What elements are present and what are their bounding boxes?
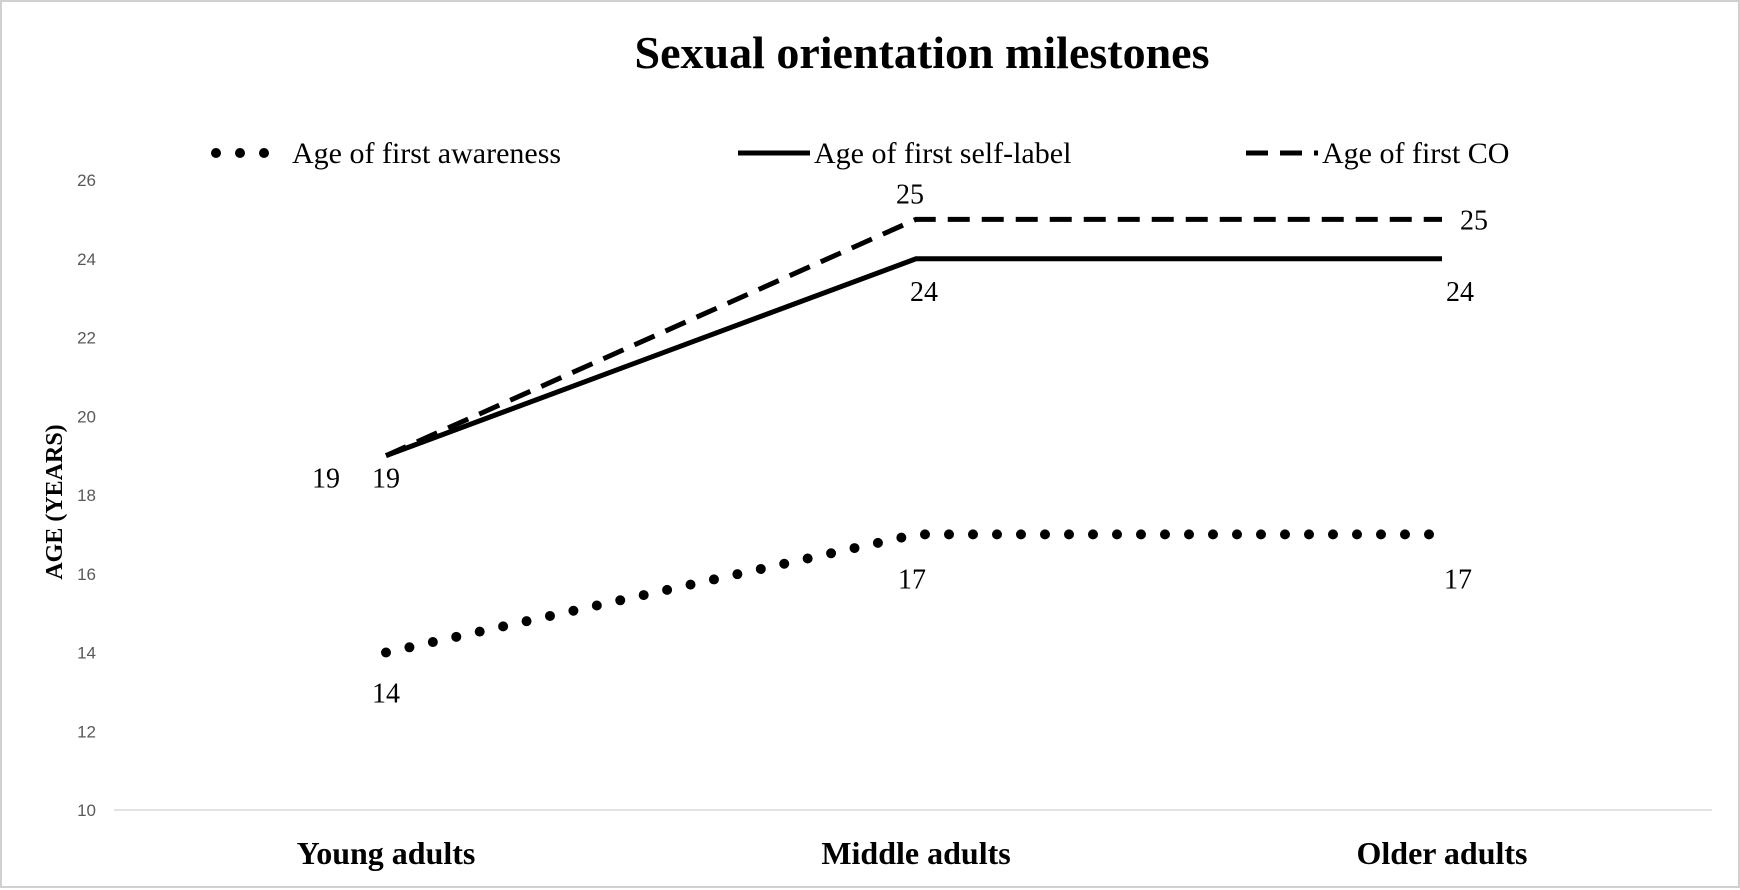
y-tick-label: 26 [77, 171, 96, 190]
data-label-age-of-first-awareness: 17 [1444, 564, 1472, 595]
legend-label: Age of first self-label [814, 137, 1071, 170]
x-tick-label: Young adults [297, 835, 476, 871]
y-tick-label: 14 [77, 644, 96, 663]
data-label-age-of-first-co: 25 [1460, 205, 1488, 236]
series-lines [381, 216, 1447, 658]
data-label-age-of-first-self-label: 19 [312, 464, 340, 495]
y-axis-label: AGE (YEARS) [42, 424, 68, 579]
data-label-age-of-first-co: 25 [896, 179, 924, 210]
y-tick-labels: 10 12 14 16 18 20 22 24 26 [77, 171, 96, 820]
y-tick-label: 24 [77, 250, 96, 269]
y-tick-label: 12 [77, 722, 96, 741]
y-tick-label: 16 [77, 565, 96, 584]
data-label-age-of-first-self-label: 24 [910, 277, 938, 308]
data-labels: 14 17 17 19 24 24 19 25 25 [312, 179, 1488, 709]
series-line-age-of-first-self-label [385, 256, 1442, 458]
legend-label: Age of first awareness [292, 137, 561, 170]
series-line-age-of-first-co [384, 216, 1442, 458]
legend: Age of first awareness Age of first self-… [211, 137, 1509, 170]
data-label-age-of-first-awareness: 17 [898, 564, 926, 595]
data-label-age-of-first-self-label: 24 [1446, 277, 1474, 308]
x-tick-labels: Young adults Middle adults Older adults [297, 835, 1528, 871]
x-tick-label: Older adults [1357, 835, 1528, 871]
legend-item-age-of-first-awareness: Age of first awareness [211, 137, 561, 170]
x-tick-label: Middle adults [821, 835, 1010, 871]
y-tick-label: 20 [77, 407, 96, 426]
data-label-age-of-first-co: 19 [372, 464, 400, 495]
legend-label: Age of first CO [1322, 137, 1509, 170]
y-tick-label: 22 [77, 329, 96, 348]
data-label-age-of-first-awareness: 14 [372, 679, 400, 710]
y-tick-label: 10 [77, 801, 96, 820]
legend-item-age-of-first-self-label: Age of first self-label [738, 137, 1071, 170]
y-tick-label: 18 [77, 486, 96, 505]
legend-item-age-of-first-co: Age of first CO [1246, 137, 1509, 170]
chart-title: Sexual orientation milestones [635, 27, 1210, 78]
